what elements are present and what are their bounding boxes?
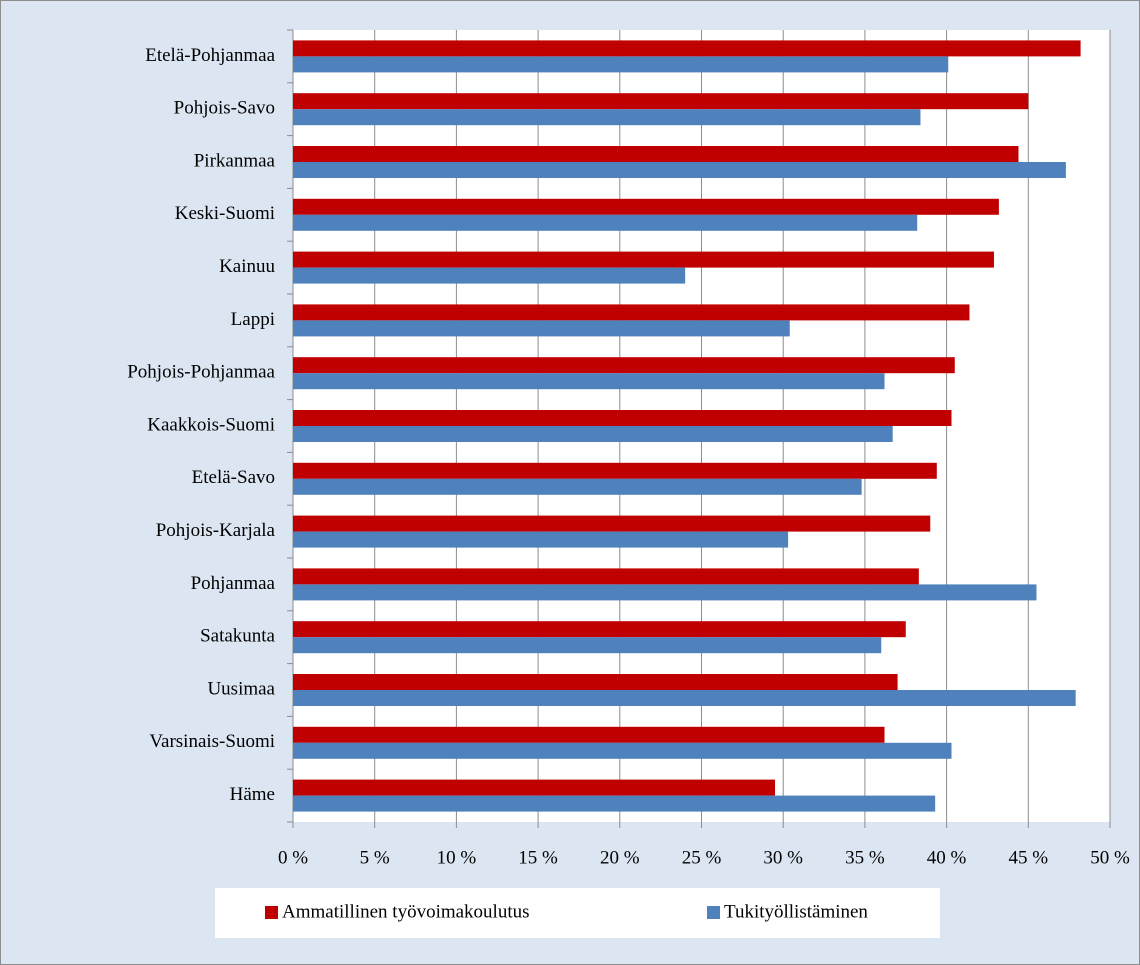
x-tick-label: 5 % (360, 847, 390, 868)
x-tick-label: 45 % (1009, 847, 1049, 868)
bar (293, 304, 970, 321)
bar (293, 742, 952, 759)
legend-box (215, 888, 940, 938)
legend-swatch (707, 906, 720, 919)
bar (293, 56, 949, 73)
bar (293, 637, 882, 654)
x-tick-label: 35 % (845, 847, 885, 868)
bar (293, 357, 955, 374)
bar (293, 410, 952, 426)
y-tick-label: Kaakkois-Suomi (147, 414, 275, 435)
bar (293, 320, 790, 337)
bar (293, 267, 686, 284)
bar (293, 515, 931, 532)
bar (293, 568, 919, 585)
x-tick-label: 50 % (1090, 847, 1130, 868)
y-tick-label: Pohjanmaa (191, 573, 276, 594)
bar (293, 93, 1029, 110)
x-tick-label: 10 % (437, 847, 477, 868)
x-tick-label: 30 % (763, 847, 803, 868)
bar (293, 674, 898, 690)
legend-label: Ammatillinen työvoimakoulutus (282, 901, 530, 922)
x-tick-label: 40 % (927, 847, 967, 868)
y-tick-label: Keski-Suomi (175, 203, 275, 224)
legend-swatch (265, 906, 278, 919)
bar (293, 251, 994, 268)
bar (293, 198, 999, 215)
bar (293, 40, 1081, 57)
y-tick-label: Pirkanmaa (194, 150, 276, 171)
bar (293, 690, 1076, 706)
x-tick-label: 15 % (518, 847, 558, 868)
bar (293, 214, 918, 231)
bar (293, 726, 885, 743)
bar (293, 779, 776, 796)
bar (293, 162, 1066, 178)
bar (293, 478, 862, 495)
y-tick-label: Etelä-Pohjanmaa (145, 45, 275, 66)
y-tick-label: Uusimaa (207, 678, 275, 699)
y-tick-label: Etelä-Savo (192, 467, 275, 488)
bar (293, 621, 906, 638)
bar (293, 795, 936, 812)
x-tick-label: 25 % (682, 847, 722, 868)
bar (293, 373, 885, 390)
bar (293, 426, 893, 442)
y-tick-label: Pohjois-Pohjanmaa (127, 362, 275, 383)
y-tick-label: Kainuu (219, 256, 275, 277)
legend-label: Tukityöllistäminen (724, 901, 868, 922)
bar (293, 462, 937, 479)
y-tick-label: Varsinais-Suomi (149, 731, 275, 752)
bar (293, 531, 789, 548)
y-tick-label: Pohjois-Savo (174, 98, 275, 119)
bar (293, 584, 1037, 601)
bar (293, 146, 1019, 162)
x-tick-label: 0 % (278, 847, 308, 868)
bar (293, 109, 921, 126)
y-tick-label: Satakunta (200, 626, 275, 647)
y-tick-label: Häme (230, 784, 275, 805)
x-tick-label: 20 % (600, 847, 640, 868)
y-tick-label: Pohjois-Karjala (156, 520, 276, 541)
y-tick-label: Lappi (231, 309, 275, 330)
